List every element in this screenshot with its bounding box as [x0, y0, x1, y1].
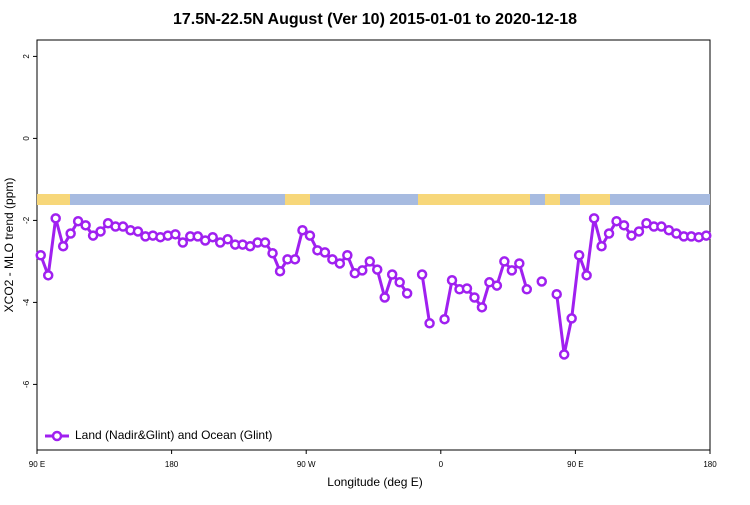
legend-label: Land (Nadir&Glint) and Ocean (Glint)	[75, 428, 272, 442]
data-point	[469, 292, 480, 303]
data-point	[521, 284, 533, 295]
x-tick-label: 90 E	[29, 460, 45, 469]
x-tick-label: 180	[703, 460, 717, 469]
data-point	[596, 240, 607, 252]
data-point	[364, 256, 376, 267]
chart-title: 17.5N-22.5N August (Ver 10) 2015-01-01 t…	[173, 11, 577, 28]
x-axis-label: Longitude (deg E)	[327, 475, 422, 489]
data-point	[342, 250, 353, 261]
series-line	[39, 216, 707, 356]
y-axis-label: XCO2 - MLO trend (ppm)	[2, 178, 16, 313]
data-point	[319, 247, 331, 258]
data-point	[65, 228, 76, 239]
data-point	[603, 228, 615, 239]
data-point	[514, 258, 525, 269]
data-point	[132, 226, 144, 237]
data-point	[170, 229, 181, 240]
data-point	[304, 230, 316, 241]
x-tick-label: 0	[439, 460, 444, 469]
data-point	[72, 215, 84, 227]
data-point	[446, 275, 458, 286]
data-point	[192, 231, 204, 242]
y-tick-label: -2	[22, 216, 31, 224]
data-point	[379, 292, 390, 303]
y-tick-label: -6	[22, 380, 31, 388]
y-tick-label: 0	[22, 136, 31, 141]
data-point	[566, 313, 577, 324]
data-point	[177, 237, 189, 248]
data-point	[499, 256, 510, 267]
data-point	[87, 230, 99, 241]
data-point	[57, 240, 69, 252]
data-point	[581, 270, 592, 281]
data-point	[371, 264, 383, 275]
data-point	[259, 237, 271, 248]
plot-frame	[36, 39, 711, 451]
data-point	[207, 231, 218, 243]
map-strip	[37, 194, 710, 205]
legend-marker	[51, 430, 63, 442]
data-point	[626, 230, 637, 241]
data-point	[401, 288, 413, 299]
data-point	[536, 276, 547, 287]
data-point	[506, 265, 518, 276]
data-point	[95, 226, 106, 237]
data-point	[289, 254, 301, 265]
data-point	[611, 215, 622, 227]
x-tick-label: 90 E	[567, 460, 583, 469]
data-point	[491, 280, 503, 291]
data-point	[461, 283, 473, 294]
data-point	[551, 288, 562, 300]
data-point	[222, 234, 233, 245]
data-point	[267, 247, 278, 259]
data-point	[35, 250, 46, 261]
data-point	[50, 213, 61, 224]
data-point	[618, 220, 630, 231]
data-point	[558, 349, 570, 360]
data-point	[297, 224, 308, 236]
data-point	[394, 277, 405, 288]
data-point	[439, 313, 450, 325]
data-point	[334, 258, 346, 269]
data-point	[476, 302, 488, 313]
data-point	[573, 250, 585, 261]
data-point	[80, 220, 91, 231]
data-point	[701, 230, 712, 241]
data-point	[327, 254, 338, 265]
data-point	[416, 269, 428, 280]
x-tick-label: 90 W	[297, 460, 316, 469]
data-point	[274, 265, 286, 277]
data-point	[357, 265, 368, 276]
x-tick-label: 180	[165, 460, 179, 469]
data-point	[42, 270, 54, 281]
y-tick-label: -4	[22, 298, 31, 306]
data-point	[386, 269, 398, 280]
data-point	[424, 318, 435, 329]
data-point	[633, 226, 645, 237]
y-tick-label: 2	[22, 54, 31, 59]
data-point	[588, 213, 600, 224]
